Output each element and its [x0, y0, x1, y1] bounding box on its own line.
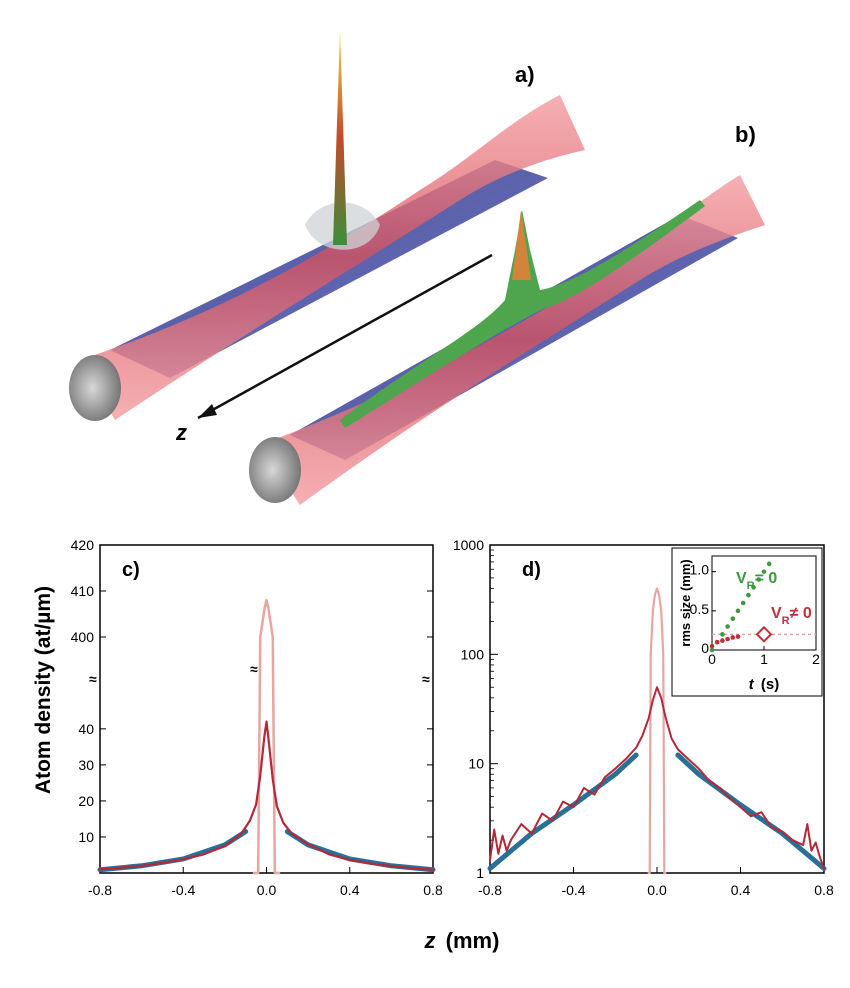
- x-tick-label: 0.4: [340, 882, 360, 898]
- y-tick-label: 1000: [453, 537, 484, 553]
- inset-diamond-point: [755, 625, 773, 643]
- trap-a: [69, 30, 585, 421]
- inset-point: [720, 632, 725, 637]
- inset-point: [720, 638, 725, 643]
- inset-point: [751, 585, 756, 590]
- inset-x-tick-label: 2: [812, 651, 820, 667]
- inset-y-tick-label: 0: [701, 640, 709, 656]
- series-line: [675, 752, 827, 871]
- x-tick-label: -0.8: [88, 882, 112, 898]
- trap-b-end-cap: [249, 437, 301, 503]
- x-axis-label: z (mm): [424, 928, 500, 953]
- inset-point: [725, 636, 730, 642]
- y-tick-label: 400: [71, 629, 95, 645]
- inset-ylabel: rms size (mm): [678, 559, 693, 646]
- inset-point: [756, 577, 762, 582]
- y-tick-label: 10: [468, 756, 484, 772]
- x-tick-label: 0.8: [814, 882, 834, 898]
- trap-b-peak: [512, 210, 531, 280]
- panel-c-frame: [99, 544, 434, 874]
- inset-point: [761, 569, 767, 574]
- panel-c: 400 410 420 10 20 30 40 -0.8 -0.4 0.0 0.4 0.8 ≈ ≈…: [32, 537, 443, 898]
- panel-d: 1 10 100 1000 -0.8 -0.4 0.0 0.4 0.8 d) 0 1 2 0 0.5 1…: [453, 537, 834, 898]
- inset-point: [735, 634, 741, 639]
- inset-y-tick-label: 1.0: [690, 562, 710, 578]
- x-tick-label: -0.8: [478, 882, 502, 898]
- trap-a-beam: [80, 95, 585, 420]
- inset-point: [746, 592, 751, 598]
- inset-frame: [671, 547, 823, 697]
- series-line: [647, 587, 667, 875]
- series-line: [98, 720, 435, 871]
- inset-x-tick-label: 0: [708, 651, 716, 667]
- inset-point: [709, 643, 715, 649]
- trap-b-beam: [260, 175, 765, 505]
- y-tick-label: 40: [78, 721, 94, 737]
- x-tick-label: 0.8: [423, 882, 443, 898]
- panel-c-label: c): [122, 559, 140, 581]
- series-line: [252, 598, 281, 875]
- inset-point: [725, 624, 730, 629]
- z-axis-arrow: [197, 253, 493, 420]
- label-a: a): [515, 62, 535, 87]
- panel-d-label: d): [522, 559, 541, 581]
- trap-a-end-cap: [69, 355, 121, 421]
- x-tick-label: -0.4: [171, 882, 195, 898]
- inset-x-tick-label: 1: [760, 651, 768, 667]
- trap-b-profile: [340, 200, 705, 428]
- label-b: b): [735, 122, 756, 147]
- inset-point: [735, 608, 741, 614]
- x-tick-label: 0.0: [647, 882, 667, 898]
- y-tick-label: 1: [476, 865, 484, 881]
- y-tick-label: 30: [78, 757, 94, 773]
- illustration-3d: a) b) z: [69, 30, 765, 505]
- inset-point: [714, 639, 720, 645]
- series-line: [489, 686, 825, 870]
- inset-point: [766, 561, 772, 567]
- trap-a-spike: [333, 30, 347, 245]
- series-line: [97, 829, 249, 873]
- inset-xlabel: t (s): [749, 676, 780, 693]
- y-axis-label: Atom density (at/µm): [32, 586, 55, 794]
- legend-vr-zero: VR= 0: [736, 570, 777, 592]
- y-tick-label: 410: [71, 583, 95, 599]
- inset-y-tick-label: 0.5: [690, 601, 710, 617]
- y-tick-label: 20: [78, 793, 94, 809]
- series-line: [284, 829, 436, 873]
- axis-break-right: ≈: [422, 671, 430, 687]
- axis-break-left: ≈: [89, 671, 97, 687]
- inset-point: [740, 600, 746, 606]
- inset: 0 1 2 0 0.5 1.0 rms size (mm) t (s) VR= 0 VR≠…: [671, 547, 823, 697]
- trap-b: [249, 175, 765, 505]
- inset-point: [709, 647, 715, 653]
- y-tick-label: 100: [461, 646, 485, 662]
- x-tick-label: 0.0: [257, 882, 277, 898]
- y-tick-label: 420: [71, 537, 95, 553]
- series-line: [487, 752, 639, 871]
- y-tick-label: 10: [78, 829, 94, 845]
- z-arrow-label: z: [175, 420, 187, 445]
- inset-point: [730, 635, 736, 640]
- x-tick-label: -0.4: [561, 882, 585, 898]
- inset-point: [730, 616, 736, 621]
- legend-vr-nonzero: VR≠ 0: [771, 605, 812, 627]
- x-tick-label: 0.4: [731, 882, 751, 898]
- axis-break-center: ≈: [250, 661, 258, 677]
